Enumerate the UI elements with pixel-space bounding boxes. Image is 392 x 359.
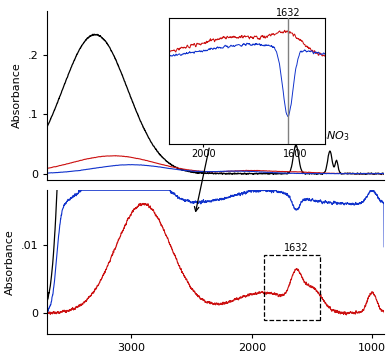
Bar <box>264 255 320 320</box>
Text: 1632: 1632 <box>284 243 309 253</box>
Y-axis label: Absorbance: Absorbance <box>5 229 15 295</box>
Y-axis label: Absorbance: Absorbance <box>12 62 22 128</box>
Text: 1632: 1632 <box>276 8 300 18</box>
X-axis label: cm⁻¹: cm⁻¹ <box>200 358 231 359</box>
Text: $\delta_{H_2O}$: $\delta_{H_2O}$ <box>284 124 308 139</box>
Text: $\nu_3NO_3$: $\nu_3NO_3$ <box>315 129 350 143</box>
